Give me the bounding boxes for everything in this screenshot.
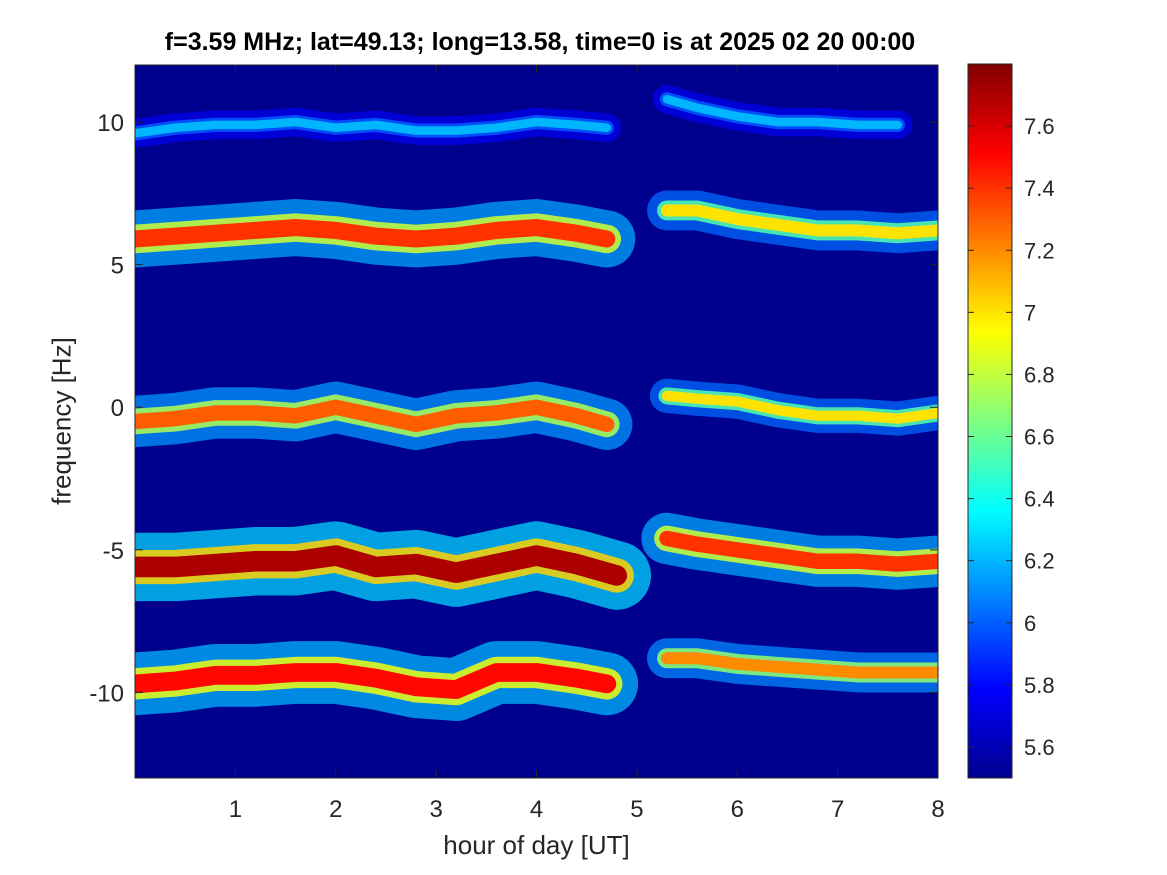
x-tick-label: 2	[329, 796, 342, 823]
y-axis-ticks: -10 -5 0 5 10	[89, 110, 938, 707]
trace-core	[135, 545, 628, 586]
x-tick-label: 3	[429, 796, 442, 823]
colorbar-tick-label: 7.2	[1024, 238, 1055, 263]
colorbar	[967, 63, 1013, 779]
x-tick-label: 5	[630, 796, 643, 823]
y-tick-label: 5	[111, 253, 124, 280]
colorbar-tick-label: 7	[1024, 300, 1036, 325]
x-tick-label: 6	[731, 796, 744, 823]
x-tick-label: 1	[229, 796, 242, 823]
trace-core	[660, 204, 938, 240]
x-axis-ticks: 1 2 3 4 5 6 7 8	[229, 65, 945, 823]
colorbar-tick-label: 6	[1024, 611, 1036, 636]
y-tick-label: 0	[111, 395, 124, 422]
trace-core	[135, 219, 616, 248]
x-tick-label: 8	[931, 796, 944, 823]
colorbar-tick-label: 6.2	[1024, 549, 1055, 574]
trace-core	[661, 390, 938, 424]
colorbar-tick-label: 5.6	[1024, 735, 1055, 760]
colorbar-tick-label: 7.6	[1024, 114, 1055, 139]
x-axis-label: hour of day [UT]	[443, 830, 630, 860]
colorbar-ticks: 5.6 5.8 6 6.2 6.4 6.6 6.8 7 7.2 7.4 7.6	[968, 114, 1055, 760]
trace-core	[662, 94, 903, 130]
x-tick-label: 7	[831, 796, 844, 823]
colorbar-tick-label: 5.8	[1024, 673, 1055, 698]
trace-core	[135, 399, 615, 433]
trace-core	[659, 530, 938, 572]
y-tick-label: -10	[89, 680, 124, 707]
colorbar-tick-label: 7.4	[1024, 176, 1055, 201]
colorbar-tick-label: 6.8	[1024, 362, 1055, 387]
spectral-traces	[135, 84, 938, 721]
y-tick-label: -5	[103, 538, 124, 565]
trace-core	[660, 652, 938, 679]
chart-title: f=3.59 MHz; lat=49.13; long=13.58, time=…	[164, 28, 916, 56]
x-tick-label: 4	[530, 796, 543, 823]
trace-core	[135, 663, 617, 699]
y-tick-label: 10	[97, 110, 124, 137]
colorbar-tick-label: 6.6	[1024, 425, 1055, 450]
trace-core	[135, 117, 612, 138]
colorbar-tick-label: 6.4	[1024, 487, 1055, 512]
